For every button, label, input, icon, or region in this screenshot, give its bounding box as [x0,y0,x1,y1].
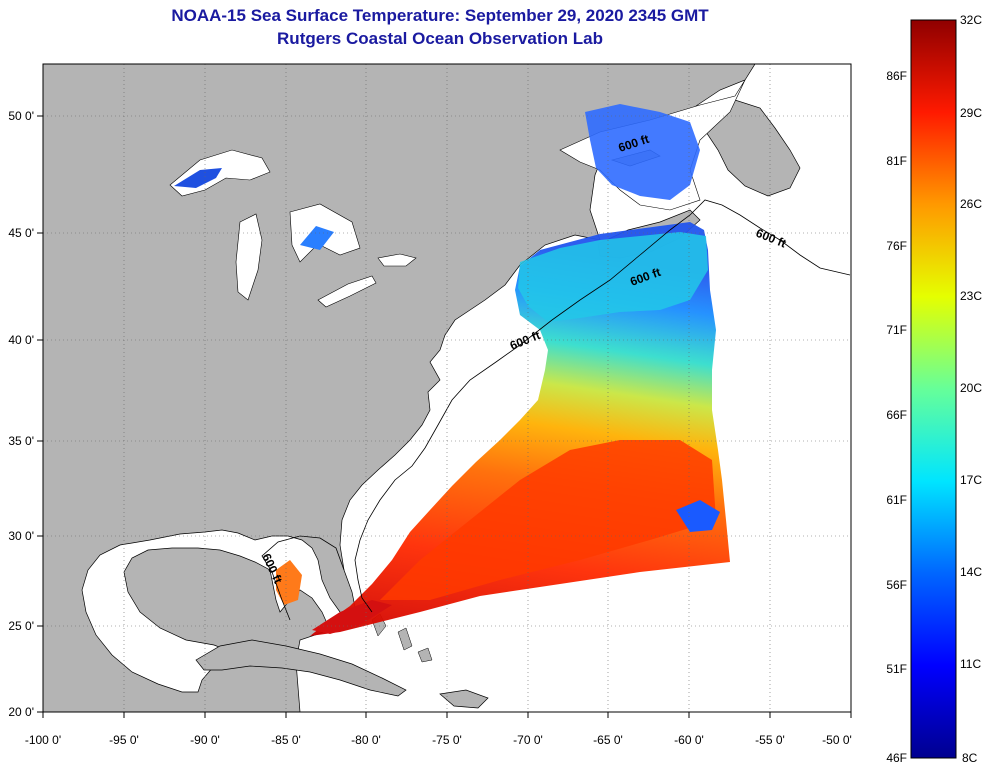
map-subtitle: Rutgers Coastal Ocean Observation Lab [277,29,603,48]
lon-label: -90 0' [190,733,220,747]
sst-lake-michigan [300,226,334,250]
lat-label: 50 0' [8,109,34,123]
lat-label: 30 0' [8,529,34,543]
colorbar-fahrenheit-labels: 86F 81F 76F 71F 66F 61F 56F 51F 46F [886,69,907,765]
lon-label: -95 0' [109,733,139,747]
lat-label: 40 0' [8,333,34,347]
colorbar-f-label: 66F [886,408,907,422]
lake-michigan [235,213,263,301]
colorbar-f-label: 86F [886,69,907,83]
colorbar-f-label: 71F [886,323,907,337]
sst-florida-straits [312,600,392,634]
colorbar-c-label: 20C [960,381,982,395]
colorbar-c-label: 26C [960,197,982,211]
latitude-labels: 50 0' 45 0' 40 0' 35 0' 30 0' 25 0' 20 0… [8,109,34,719]
lon-label: -80 0' [351,733,381,747]
lat-label: 35 0' [8,434,34,448]
colorbar-f-label: 76F [886,239,907,253]
lon-label: -85 0' [271,733,301,747]
map-title: NOAA-15 Sea Surface Temperature: Septemb… [171,6,709,25]
map-grid [43,64,851,712]
colorbar-c-label: 14C [960,565,982,579]
lon-label: -60 0' [674,733,704,747]
lon-label: -50 0' [822,733,852,747]
sst-st-lawrence [585,104,700,200]
land-newfoundland [694,99,801,197]
lat-label: 25 0' [8,619,34,633]
colorbar-f-label: 51F [886,662,907,676]
colorbar-c-label: 8C [962,751,978,765]
sst-patch-east [676,500,720,532]
lon-label: -100 0' [25,733,61,747]
lon-label: -65 0' [593,733,623,747]
lake-erie [317,275,377,308]
lat-label: 20 0' [8,705,34,719]
lon-label: -55 0' [755,733,785,747]
colorbar [910,19,957,759]
colorbar-c-label: 11C [960,657,981,671]
colorbar-celsius-labels: 32C 29C 26C 23C 20C 17C 14C 11C 8C [960,13,982,765]
sst-lake-superior [174,168,222,188]
lat-label: 45 0' [8,226,34,240]
colorbar-f-label: 46F [886,751,907,765]
colorbar-c-label: 29C [960,106,982,120]
axis-ticks [37,115,852,718]
land-cuba [195,639,407,697]
isobath-600ft [261,199,851,621]
colorbar-f-label: 56F [886,578,907,592]
colorbar-f-label: 61F [886,493,907,507]
lon-label: -70 0' [513,733,543,747]
longitude-labels: -100 0' -95 0' -90 0' -85 0' -80 0' -75 … [25,733,852,747]
sst-florida-shelf [276,560,302,605]
colorbar-c-label: 17C [960,473,982,487]
land-north-america [43,64,756,712]
colorbar-c-label: 32C [960,13,982,27]
colorbar-f-label: 81F [886,154,907,168]
sst-gulf-stream [380,440,716,600]
land-hispaniola [439,689,489,709]
colorbar-c-label: 23C [960,289,982,303]
lake-ontario [377,253,417,267]
lon-label: -75 0' [432,733,462,747]
